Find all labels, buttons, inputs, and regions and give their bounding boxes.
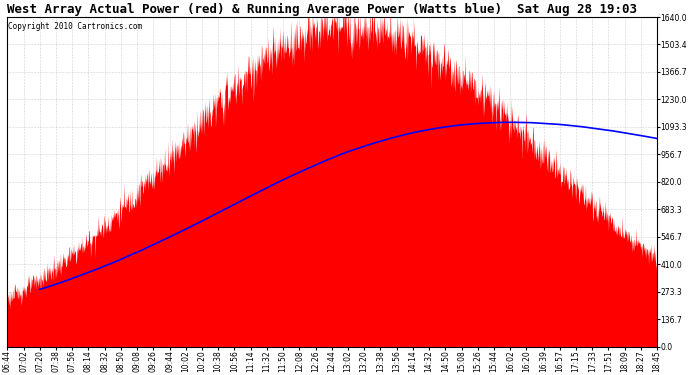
Text: Copyright 2010 Cartronics.com: Copyright 2010 Cartronics.com	[8, 22, 142, 31]
Text: West Array Actual Power (red) & Running Average Power (Watts blue)  Sat Aug 28 1: West Array Actual Power (red) & Running …	[8, 3, 638, 16]
